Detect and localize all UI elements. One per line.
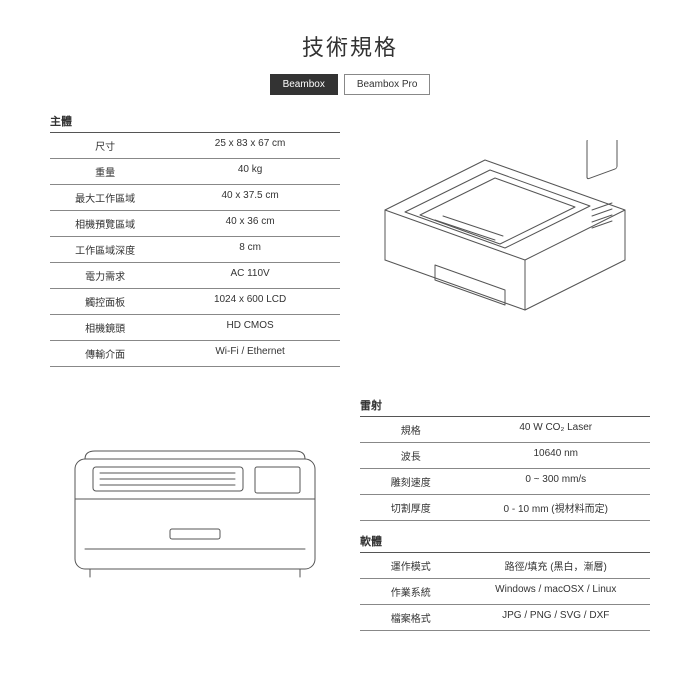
body-value: 40 x 37.5 cm (160, 190, 340, 205)
laser-label: 波長 (360, 448, 462, 463)
body-value: 8 cm (160, 242, 340, 257)
software-value: Windows / macOSX / Linux (462, 584, 651, 599)
laser-label: 規格 (360, 422, 462, 437)
body-value: 40 x 36 cm (160, 216, 340, 231)
software-row: 運作模式路徑/填充 (黑白，漸層) (360, 553, 650, 579)
body-value: 1024 x 600 LCD (160, 294, 340, 309)
isometric-illustration (360, 113, 650, 367)
body-label: 傳輸介面 (50, 346, 160, 361)
laser-value: 0 ~ 300 mm/s (462, 474, 651, 489)
product-tabs: Beambox Beambox Pro (50, 74, 650, 95)
body-label: 相機預覽區域 (50, 216, 160, 231)
body-section-header: 主體 (50, 113, 340, 133)
body-spec-block: 主體 尺寸25 x 83 x 67 cm重量40 kg最大工作區域40 x 37… (50, 113, 340, 367)
laser-row: 雕刻速度0 ~ 300 mm/s (360, 469, 650, 495)
laser-label: 雕刻速度 (360, 474, 462, 489)
laser-label: 切割厚度 (360, 500, 462, 515)
body-row: 觸控面板1024 x 600 LCD (50, 289, 340, 315)
tab-beambox[interactable]: Beambox (270, 74, 338, 95)
laser-row: 波長10640 nm (360, 443, 650, 469)
body-label: 最大工作區域 (50, 190, 160, 205)
laser-value: 10640 nm (462, 448, 651, 463)
body-row: 相機預覽區域40 x 36 cm (50, 211, 340, 237)
body-row: 尺寸25 x 83 x 67 cm (50, 133, 340, 159)
body-value: 40 kg (160, 164, 340, 179)
body-label: 電力需求 (50, 268, 160, 283)
body-row: 電力需求AC 110V (50, 263, 340, 289)
body-value: AC 110V (160, 268, 340, 283)
tab-beambox-pro[interactable]: Beambox Pro (344, 74, 431, 95)
laser-section-header: 雷射 (360, 397, 650, 417)
right-spec-block: 雷射 規格40 W CO₂ Laser波長10640 nm雕刻速度0 ~ 300… (360, 397, 650, 631)
software-value: JPG / PNG / SVG / DXF (462, 610, 651, 625)
body-label: 觸控面板 (50, 294, 160, 309)
software-label: 作業系統 (360, 584, 462, 599)
software-section-header: 軟體 (360, 533, 650, 553)
software-value: 路徑/填充 (黑白，漸層) (462, 558, 651, 573)
front-illustration (50, 397, 340, 631)
body-row: 最大工作區域40 x 37.5 cm (50, 185, 340, 211)
body-value: 25 x 83 x 67 cm (160, 138, 340, 153)
laser-row: 規格40 W CO₂ Laser (360, 417, 650, 443)
body-label: 尺寸 (50, 138, 160, 153)
laser-row: 切割厚度0 - 10 mm (視材料而定) (360, 495, 650, 521)
software-row: 作業系統Windows / macOSX / Linux (360, 579, 650, 605)
body-label: 相機鏡頭 (50, 320, 160, 335)
body-row: 重量40 kg (50, 159, 340, 185)
body-row: 工作區域深度8 cm (50, 237, 340, 263)
body-value: HD CMOS (160, 320, 340, 335)
page-title: 技術規格 (50, 30, 650, 62)
body-value: Wi-Fi / Ethernet (160, 346, 340, 361)
body-row: 傳輸介面Wi-Fi / Ethernet (50, 341, 340, 367)
software-row: 檔案格式JPG / PNG / SVG / DXF (360, 605, 650, 631)
body-label: 工作區域深度 (50, 242, 160, 257)
body-row: 相機鏡頭HD CMOS (50, 315, 340, 341)
laser-value: 0 - 10 mm (視材料而定) (462, 500, 651, 515)
software-label: 運作模式 (360, 558, 462, 573)
software-label: 檔案格式 (360, 610, 462, 625)
laser-value: 40 W CO₂ Laser (462, 422, 651, 437)
body-label: 重量 (50, 164, 160, 179)
